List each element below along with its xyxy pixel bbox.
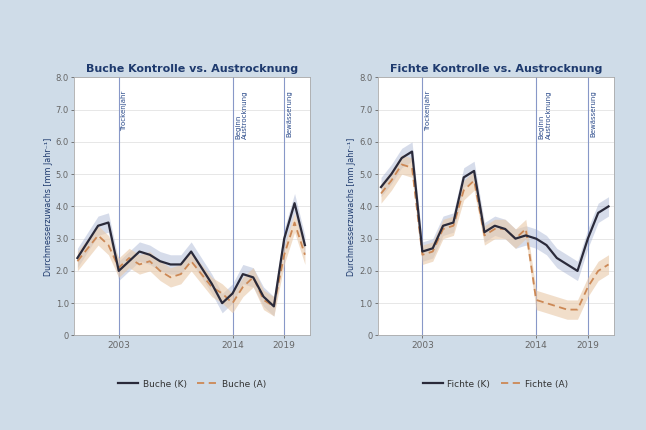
Text: Bewässerung: Bewässerung [590,90,596,137]
Legend: Fichte (K), Fichte (A): Fichte (K), Fichte (A) [419,376,572,392]
Y-axis label: Durchmesserzuwachs [mm Jahr⁻¹]: Durchmesserzuwachs [mm Jahr⁻¹] [348,137,357,276]
Text: Beginn
Austrocknung: Beginn Austrocknung [539,90,552,139]
Legend: Buche (K), Buche (A): Buche (K), Buche (A) [114,376,270,392]
Title: Buche Kontrolle vs. Austrocknung: Buche Kontrolle vs. Austrocknung [86,64,298,74]
Text: Bewässerung: Bewässerung [287,90,293,137]
Title: Fichte Kontrolle vs. Austrocknung: Fichte Kontrolle vs. Austrocknung [390,64,602,74]
Text: Trockenjahr: Trockenjahr [121,90,127,131]
Text: Trockenjahr: Trockenjahr [425,90,431,131]
Text: Beginn
Austrocknung: Beginn Austrocknung [235,90,248,139]
Y-axis label: Durchmesserzuwachs [mm Jahr⁻¹]: Durchmesserzuwachs [mm Jahr⁻¹] [44,137,53,276]
